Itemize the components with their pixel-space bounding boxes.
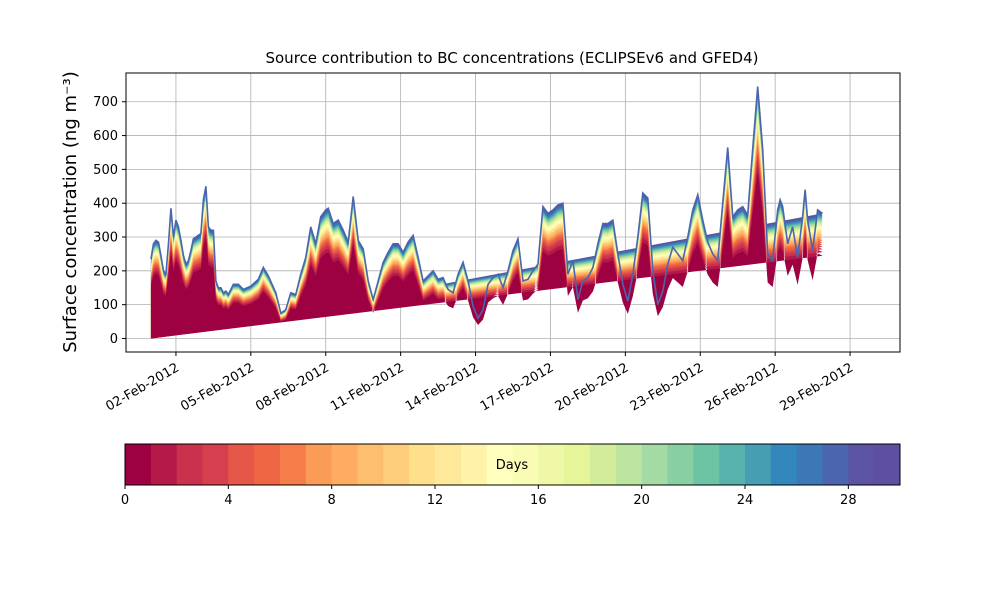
y-tick-label: 200 bbox=[93, 264, 118, 279]
colorbar-frame bbox=[124, 443, 901, 486]
x-tick-label: 29-Feb-2012 bbox=[778, 360, 857, 414]
colorbar-bin bbox=[150, 444, 178, 485]
x-tick-label: 20-Feb-2012 bbox=[553, 360, 632, 414]
x-tick-label: 26-Feb-2012 bbox=[703, 360, 782, 414]
colorbar-label: Days bbox=[496, 458, 529, 473]
colorbar-bin bbox=[538, 444, 565, 485]
colorbar-tick-label: 8 bbox=[328, 493, 336, 508]
colorbar-tick-label: 4 bbox=[224, 493, 232, 508]
stacked-area-plot bbox=[150, 86, 824, 339]
x-tick-label: 14-Feb-2012 bbox=[403, 360, 482, 414]
y-tick-label: 500 bbox=[93, 163, 118, 178]
colorbar-bin bbox=[641, 444, 668, 485]
x-tick-label: 02-Feb-2012 bbox=[103, 360, 182, 414]
colorbar-bin bbox=[486, 444, 513, 485]
y-axis: 0 100 200 300 400 500 600 700 bbox=[93, 95, 126, 347]
colorbar-tick-label: 20 bbox=[633, 493, 650, 508]
chart-title: Source contribution to BC concentrations… bbox=[265, 49, 758, 67]
colorbar-bin bbox=[254, 444, 281, 485]
colorbar-bin bbox=[176, 444, 203, 485]
x-tick-label: 05-Feb-2012 bbox=[178, 360, 257, 414]
colorbar-bin bbox=[435, 444, 462, 485]
total-line bbox=[150, 86, 824, 320]
y-tick-label: 0 bbox=[110, 332, 118, 347]
x-tick-label: 17-Feb-2012 bbox=[478, 360, 557, 414]
colorbar-bin bbox=[564, 444, 591, 485]
colorbar-bin bbox=[822, 444, 849, 485]
colorbar-bin bbox=[460, 444, 488, 485]
colorbar-bin bbox=[848, 444, 875, 485]
x-tick-label: 23-Feb-2012 bbox=[628, 360, 707, 414]
x-axis: 02-Feb-201205-Feb-201208-Feb-201211-Feb-… bbox=[103, 352, 856, 414]
colorbar-tick-label: 0 bbox=[121, 493, 129, 508]
colorbar-bin bbox=[331, 444, 358, 485]
colorbar-bin bbox=[745, 444, 772, 485]
colorbar-tick-label: 12 bbox=[427, 493, 444, 508]
colorbar-bin bbox=[228, 444, 255, 485]
colorbar-bin bbox=[280, 444, 307, 485]
y-tick-label: 400 bbox=[93, 197, 118, 212]
colorbar-bin bbox=[693, 444, 720, 485]
colorbar-bin bbox=[874, 444, 901, 485]
plot-frame bbox=[125, 72, 901, 353]
area-band-day-0 bbox=[150, 171, 823, 339]
x-tick-label: 08-Feb-2012 bbox=[253, 360, 332, 414]
colorbar-bin bbox=[590, 444, 617, 485]
colorbar-bin bbox=[305, 444, 333, 485]
colorbar-bin bbox=[667, 444, 694, 485]
colorbar-bin bbox=[357, 444, 384, 485]
y-tick-label: 100 bbox=[93, 298, 118, 313]
y-tick-label: 600 bbox=[93, 129, 118, 144]
colorbar-bin bbox=[512, 444, 539, 485]
colorbar-bin bbox=[615, 444, 643, 485]
y-tick-label: 700 bbox=[93, 95, 118, 110]
colorbar-bin bbox=[383, 444, 410, 485]
colorbar-bin bbox=[202, 444, 229, 485]
colorbar-tick-label: 24 bbox=[737, 493, 754, 508]
y-tick-label: 300 bbox=[93, 231, 118, 246]
x-tick-label: 11-Feb-2012 bbox=[328, 360, 407, 414]
colorbar-bin bbox=[409, 444, 436, 485]
colorbar-bin bbox=[719, 444, 746, 485]
colorbar-bin bbox=[796, 444, 823, 485]
colorbar-bin bbox=[770, 444, 798, 485]
y-axis-label: Surface concentration (ng m⁻³) bbox=[60, 71, 81, 353]
colorbar: 0 4 8 12 16 20 24 28 bbox=[121, 444, 901, 508]
colorbar-tick-label: 16 bbox=[530, 493, 547, 508]
colorbar-tick-label: 28 bbox=[840, 493, 857, 508]
colorbar-bin bbox=[125, 444, 152, 485]
